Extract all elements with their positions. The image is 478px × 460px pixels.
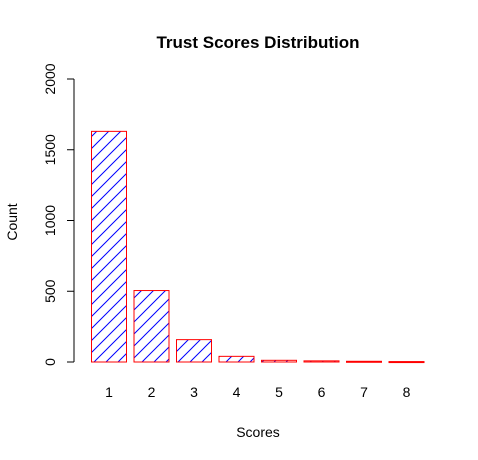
x-tick-label: 4	[233, 384, 241, 400]
bar-score-3	[176, 339, 212, 363]
y-axis-label: Count	[4, 203, 20, 240]
x-tick-label: 5	[275, 384, 283, 400]
bar-score-8	[388, 361, 425, 364]
x-tick-label: 6	[318, 384, 326, 400]
x-axis-label: Scores	[236, 424, 280, 440]
bar-score-1	[91, 130, 127, 363]
x-tick-label: 7	[360, 384, 368, 400]
y-tick-label: 0	[42, 358, 58, 366]
y-axis: 0 500 1000 1500 2000	[42, 63, 75, 366]
y-tick-label: 1000	[42, 205, 58, 236]
bar-score-2	[133, 290, 170, 363]
x-tick-label: 8	[403, 384, 411, 400]
x-tick-labels: 1 2 3 4 5 6 7 8	[105, 384, 411, 400]
bar-score-7	[346, 360, 382, 363]
bar-score-6	[303, 360, 340, 363]
bars	[91, 130, 425, 364]
y-tick-label: 1500	[42, 134, 58, 165]
y-tick-label: 2000	[42, 63, 58, 94]
y-tick-label: 500	[42, 279, 58, 303]
x-tick-label: 2	[148, 384, 156, 400]
bar-score-4	[218, 355, 255, 363]
x-tick-label: 1	[105, 384, 113, 400]
x-tick-label: 3	[190, 384, 198, 400]
chart-title: Trust Scores Distribution	[156, 33, 359, 52]
bar-score-5	[261, 359, 297, 363]
